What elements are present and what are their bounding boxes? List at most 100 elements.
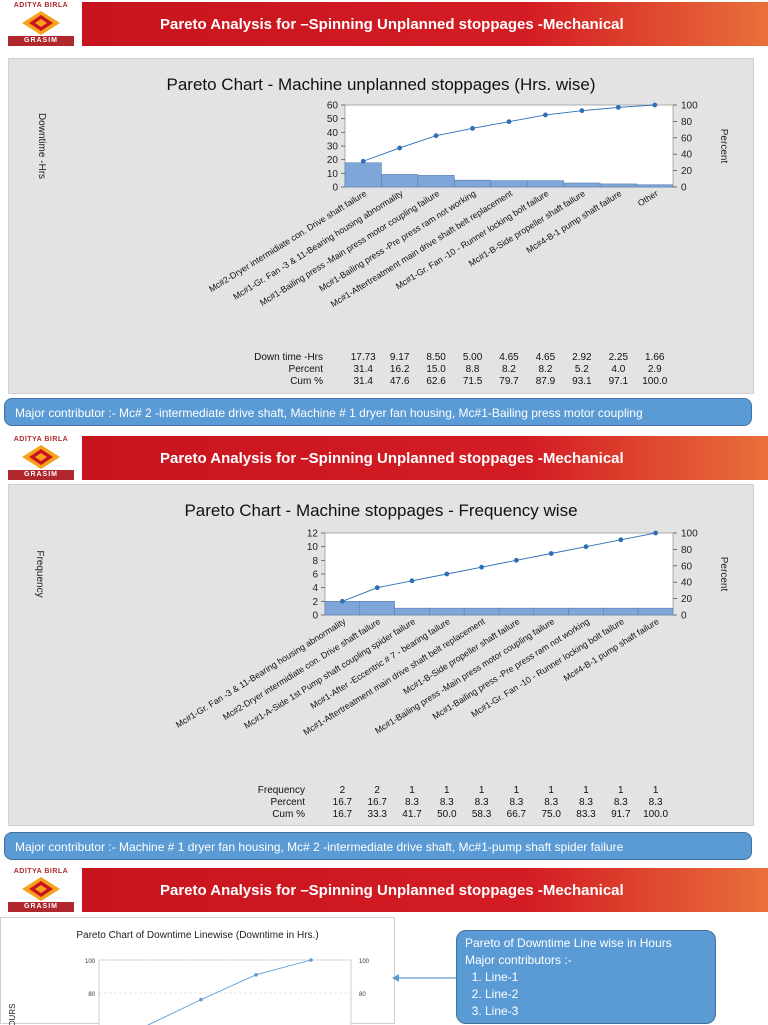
cumulative-point xyxy=(618,537,624,543)
y-tick-label: 100 xyxy=(85,959,96,965)
table-cell: 8.3 xyxy=(544,797,558,808)
cumulative-point xyxy=(397,145,403,151)
table-cell: 2.92 xyxy=(572,352,592,363)
cumulative-point xyxy=(583,544,589,550)
pareto-bar xyxy=(498,607,535,616)
y-tick-label: 30 xyxy=(327,142,339,153)
brand-name: ADITYA BIRLA xyxy=(13,868,69,875)
table-cell: 4.65 xyxy=(499,352,519,363)
pareto-bar xyxy=(381,174,419,188)
cumulative-point xyxy=(409,578,415,584)
table-cell: 8.3 xyxy=(405,797,419,808)
major-contributor-callout: Major contributor :- Mc# 2 -intermediate… xyxy=(4,398,752,426)
table-cell: 31.4 xyxy=(353,364,373,375)
title-banner: Pareto Analysis for –Spinning Unplanned … xyxy=(82,436,768,480)
y-tick-label: 2 xyxy=(312,597,318,608)
y-tick-label: 12 xyxy=(307,529,319,540)
table-cell: 16.7 xyxy=(333,809,353,820)
table-cell: 5.2 xyxy=(575,364,589,375)
cumulative-point xyxy=(548,551,554,556)
table-cell: 5.00 xyxy=(463,352,483,363)
logo-mark-icon xyxy=(22,11,60,35)
y2-tick-label: 100 xyxy=(681,101,698,112)
pareto-bar xyxy=(490,180,528,188)
brand-sub: GRASIM xyxy=(8,36,74,46)
banner-title: Pareto Analysis for –Spinning Unplanned … xyxy=(160,882,624,899)
y2-tick-label: 80 xyxy=(681,545,693,556)
banner-title: Pareto Analysis for –Spinning Unplanned … xyxy=(160,450,624,467)
table-cell: 33.3 xyxy=(367,809,387,820)
table-cell: 16.2 xyxy=(390,364,410,375)
table-cell: 1.66 xyxy=(645,352,665,363)
y-axis-label: HOURS xyxy=(8,1004,17,1025)
table-cell: 1 xyxy=(583,785,589,796)
callout-title: Pareto of Downtime Line wise in Hours xyxy=(465,936,672,950)
pareto-chart-hours: 0 10 20 30 40 50 60 0 20 40 60 80 100 Downtime -Hrs Pe… xyxy=(36,101,729,388)
pareto-bar xyxy=(429,607,465,616)
pareto-bar xyxy=(526,180,564,188)
list-item: Line-3 xyxy=(485,1003,707,1020)
slide-2: ADITYA BIRLA GRASIM Pareto Analysis for … xyxy=(0,432,768,864)
y2-tick-label: 20 xyxy=(681,594,693,605)
chart-title: Pareto Chart of Downtime Linewise (Downt… xyxy=(76,930,319,941)
title-banner: Pareto Analysis for –Spinning Unplanned … xyxy=(82,868,768,912)
brand-sub: GRASIM xyxy=(8,470,74,480)
y-tick-label: 50 xyxy=(327,114,339,125)
y-tick-label: 6 xyxy=(312,570,318,581)
table-cell: 8.3 xyxy=(649,797,663,808)
table-cell: 71.5 xyxy=(463,376,483,387)
pareto-bar xyxy=(454,179,492,188)
table-row-label: Percent xyxy=(289,364,324,375)
category-label: Other xyxy=(636,188,660,208)
y2-tick-label: 20 xyxy=(681,166,693,177)
table-row-label: Frequency xyxy=(258,785,305,796)
y2-axis-label: Percent xyxy=(718,557,729,592)
table-cell: 83.3 xyxy=(576,809,596,820)
cumulative-point xyxy=(199,997,203,1002)
table-cell: 1 xyxy=(479,785,485,796)
cumulative-point xyxy=(506,119,512,125)
table-cell: 15.0 xyxy=(426,364,446,375)
table-cell: 1 xyxy=(548,785,554,796)
y2-tick-label: 80 xyxy=(681,117,693,128)
callout-subtitle: Major contributors :- xyxy=(465,953,572,967)
cumulative-point xyxy=(433,133,439,139)
y-axis-label: Frequency xyxy=(34,550,45,597)
category-label: Mc#2-Dryer intermidiate con. Drive shaft… xyxy=(221,616,382,722)
table-cell: 41.7 xyxy=(402,809,422,820)
table-cell: 91.7 xyxy=(611,809,631,820)
y-tick-label: 60 xyxy=(327,101,339,112)
table-cell: 87.9 xyxy=(536,376,556,387)
pareto-bar xyxy=(533,607,569,616)
chart-title: Pareto Chart - Machine unplanned stoppag… xyxy=(166,75,596,94)
cumulative-point xyxy=(444,571,450,577)
pareto-bar xyxy=(463,607,500,616)
table-cell: 8.3 xyxy=(509,797,523,808)
cumulative-line xyxy=(342,532,656,602)
major-contributor-callout: Major contributor :- Machine # 1 dryer f… xyxy=(4,832,752,860)
pareto-bar xyxy=(563,182,601,188)
cumulative-point xyxy=(309,958,313,962)
table-cell: 1 xyxy=(409,785,415,796)
table-cell: 8.50 xyxy=(426,352,446,363)
table-cell: 9.17 xyxy=(390,352,410,363)
y2-axis-label: Percent xyxy=(718,129,729,164)
brand-name: ADITYA BIRLA xyxy=(13,2,69,9)
table-cell: 8.3 xyxy=(579,797,593,808)
table-cell: 58.3 xyxy=(472,809,492,820)
slide-1: ADITYA BIRLA GRASIM Pareto Analysis for … xyxy=(0,0,768,430)
pareto-bar xyxy=(637,607,674,616)
y-tick-label: 0 xyxy=(312,611,318,622)
table-cell: 17.73 xyxy=(351,352,376,363)
table-cell: 1 xyxy=(618,785,624,796)
table-row-label: Down time -Hrs xyxy=(254,352,323,363)
slide-header: ADITYA BIRLA GRASIM Pareto Analysis for … xyxy=(0,0,768,48)
y-tick-label: 4 xyxy=(312,583,318,594)
title-banner: Pareto Analysis for –Spinning Unplanned … xyxy=(82,2,768,46)
table-cell: 2.25 xyxy=(609,352,629,363)
y2-tick-label: 0 xyxy=(681,183,687,194)
table-cell: 8.3 xyxy=(614,797,628,808)
table-cell: 50.0 xyxy=(437,809,457,820)
table-cell: 4.0 xyxy=(611,364,625,375)
chart-title: Pareto Chart - Machine stoppages - Frequ… xyxy=(184,501,578,520)
